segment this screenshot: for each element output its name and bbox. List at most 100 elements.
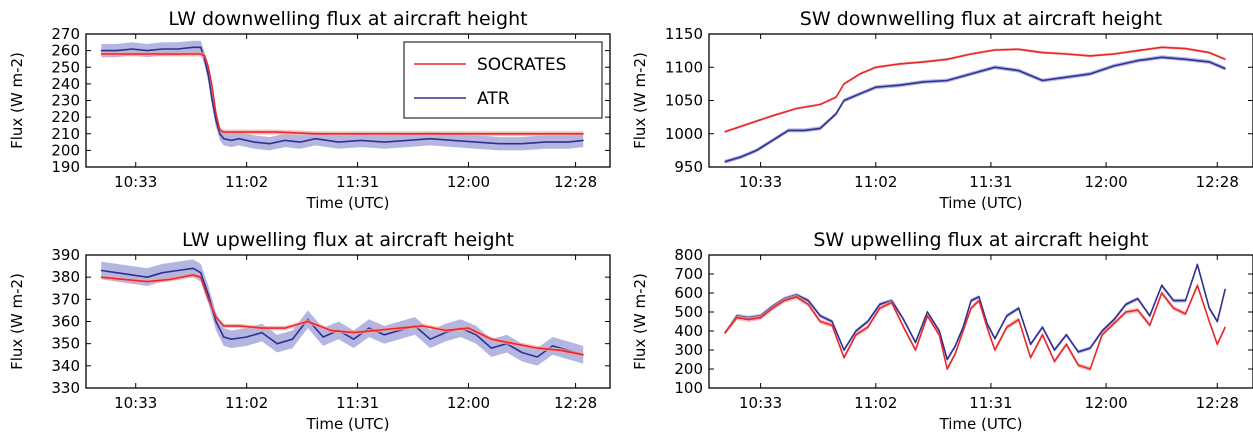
y-tick-label: 360 xyxy=(51,313,80,331)
y-tick-label: 370 xyxy=(51,290,80,308)
data-point xyxy=(192,267,194,269)
data-point xyxy=(807,303,809,305)
data-point xyxy=(1161,56,1163,58)
y-tick-label: 190 xyxy=(51,158,80,176)
data-point xyxy=(376,329,378,331)
y-tick-label: 400 xyxy=(674,322,703,340)
data-point xyxy=(903,319,905,321)
legend-label-atr: ATR xyxy=(477,89,510,109)
data-point xyxy=(353,332,355,334)
data-point xyxy=(1161,292,1163,294)
data-point xyxy=(314,138,317,140)
data-point xyxy=(223,138,225,140)
data-point xyxy=(1224,288,1226,290)
data-point xyxy=(1089,55,1091,57)
data-point xyxy=(1053,349,1056,351)
data-point xyxy=(1137,309,1139,311)
data-point xyxy=(322,336,324,338)
data-point xyxy=(724,332,726,334)
data-point xyxy=(200,272,202,274)
data-point xyxy=(521,143,523,145)
y-axis-label: Flux (W m-2) xyxy=(631,52,649,149)
data-point xyxy=(962,326,964,328)
data-point xyxy=(181,53,183,55)
data-point xyxy=(954,353,956,355)
data-point xyxy=(835,113,837,115)
x-axis-label: Time (UTC) xyxy=(939,415,1023,433)
y-tick-label: 380 xyxy=(51,268,80,286)
data-point xyxy=(513,343,516,345)
data-point xyxy=(1041,334,1044,336)
data-point xyxy=(177,269,179,272)
data-point xyxy=(1018,307,1020,309)
data-point xyxy=(123,278,125,280)
data-point xyxy=(131,48,133,50)
data-point xyxy=(161,48,164,50)
data-point xyxy=(123,53,125,55)
data-point xyxy=(353,133,355,135)
data-point xyxy=(582,139,584,141)
data-point xyxy=(1224,58,1226,60)
data-point xyxy=(223,325,225,327)
data-point xyxy=(238,138,240,140)
data-point xyxy=(1030,343,1032,345)
x-tick-label: 12:28 xyxy=(554,173,597,191)
data-point xyxy=(582,354,584,356)
y-tick-label: 950 xyxy=(674,158,703,176)
data-point xyxy=(914,349,917,351)
data-point xyxy=(1101,334,1103,336)
data-point xyxy=(1184,300,1187,302)
data-point xyxy=(475,334,477,336)
data-point xyxy=(1030,357,1032,359)
plot-area xyxy=(709,34,1253,167)
data-point xyxy=(100,276,102,278)
y-tick-label: 1050 xyxy=(665,92,703,110)
data-point xyxy=(261,332,263,334)
data-point xyxy=(238,325,240,327)
data-point xyxy=(291,338,294,340)
chart-panel-2: 950 1000 1050 1100 1150 10:33 11:02 11:31 12:00 1… xyxy=(631,8,1253,212)
data-point xyxy=(1065,343,1067,345)
data-point xyxy=(100,269,102,272)
data-point xyxy=(337,141,339,143)
y-tick-label: 1150 xyxy=(665,25,703,43)
x-tick-label: 11:31 xyxy=(336,173,379,191)
x-tick-label: 12:00 xyxy=(1084,394,1127,412)
data-point xyxy=(1006,326,1008,328)
data-point xyxy=(1208,320,1210,323)
data-point xyxy=(1137,298,1139,300)
data-point xyxy=(1224,68,1226,70)
data-point xyxy=(192,46,194,48)
data-point xyxy=(353,338,355,340)
data-point xyxy=(1053,360,1056,362)
chart-title: LW downwelling flux at aircraft height xyxy=(168,8,527,30)
x-tick-label: 10:33 xyxy=(739,173,782,191)
data-point xyxy=(994,66,996,68)
y-tick-label: 260 xyxy=(51,42,80,60)
data-point xyxy=(1137,50,1139,52)
legend: SOCRATES ATR xyxy=(403,41,603,119)
y-tick-label: 800 xyxy=(674,246,703,264)
data-point xyxy=(1196,284,1198,286)
data-point xyxy=(215,119,217,122)
data-point xyxy=(875,86,877,88)
data-point xyxy=(1125,303,1127,305)
data-point xyxy=(146,53,148,55)
data-point xyxy=(559,349,561,351)
data-point xyxy=(875,66,877,68)
data-point xyxy=(215,320,217,323)
data-point xyxy=(219,129,221,131)
y-tick-label: 220 xyxy=(51,108,80,126)
data-point xyxy=(1065,334,1067,336)
data-point xyxy=(970,73,972,75)
data-point xyxy=(204,55,206,57)
data-point xyxy=(914,341,917,343)
data-point xyxy=(567,141,569,143)
y-tick-label: 240 xyxy=(51,75,80,93)
data-point xyxy=(200,46,202,48)
data-point xyxy=(867,326,869,328)
data-point xyxy=(100,53,102,55)
data-point xyxy=(787,129,790,131)
